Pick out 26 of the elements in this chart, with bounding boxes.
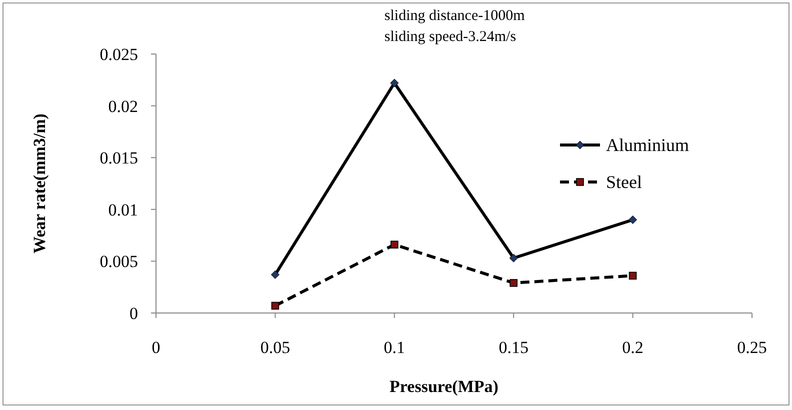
point <box>271 302 280 310</box>
text: sliding distance-1000m <box>384 8 526 24</box>
x-tick-label: 0.2 <box>622 338 644 357</box>
point <box>390 240 398 249</box>
y-tick-label: 0.015 <box>100 148 138 168</box>
y-tick-label: 0.025 <box>100 45 138 64</box>
x-tick-label: 0.15 <box>498 338 528 357</box>
y-tick-label: 0.01 <box>108 200 138 220</box>
legend-label: Aluminium <box>606 135 690 155</box>
point <box>628 216 638 224</box>
point <box>509 254 518 262</box>
x-tick-label: 0 <box>152 338 160 357</box>
y-tick-label: 0.005 <box>100 252 138 272</box>
x-axis-title: Pressure(MPa) <box>390 377 498 396</box>
point <box>390 78 399 88</box>
point <box>628 272 637 280</box>
text: sliding speed-3.24m/s <box>384 29 516 45</box>
x-tick-label: 0.25 <box>737 338 767 357</box>
y-tick-label: 0.02 <box>108 96 138 116</box>
point <box>270 270 280 279</box>
y-tick-label: 0 <box>130 304 138 323</box>
x-tick-label: 0.1 <box>384 338 406 357</box>
point <box>510 279 518 287</box>
x-tick-label: 0.05 <box>260 338 290 357</box>
legend-label: Steel <box>606 172 642 192</box>
y-axis-title: Wear rate(mm3/m) <box>30 114 49 254</box>
